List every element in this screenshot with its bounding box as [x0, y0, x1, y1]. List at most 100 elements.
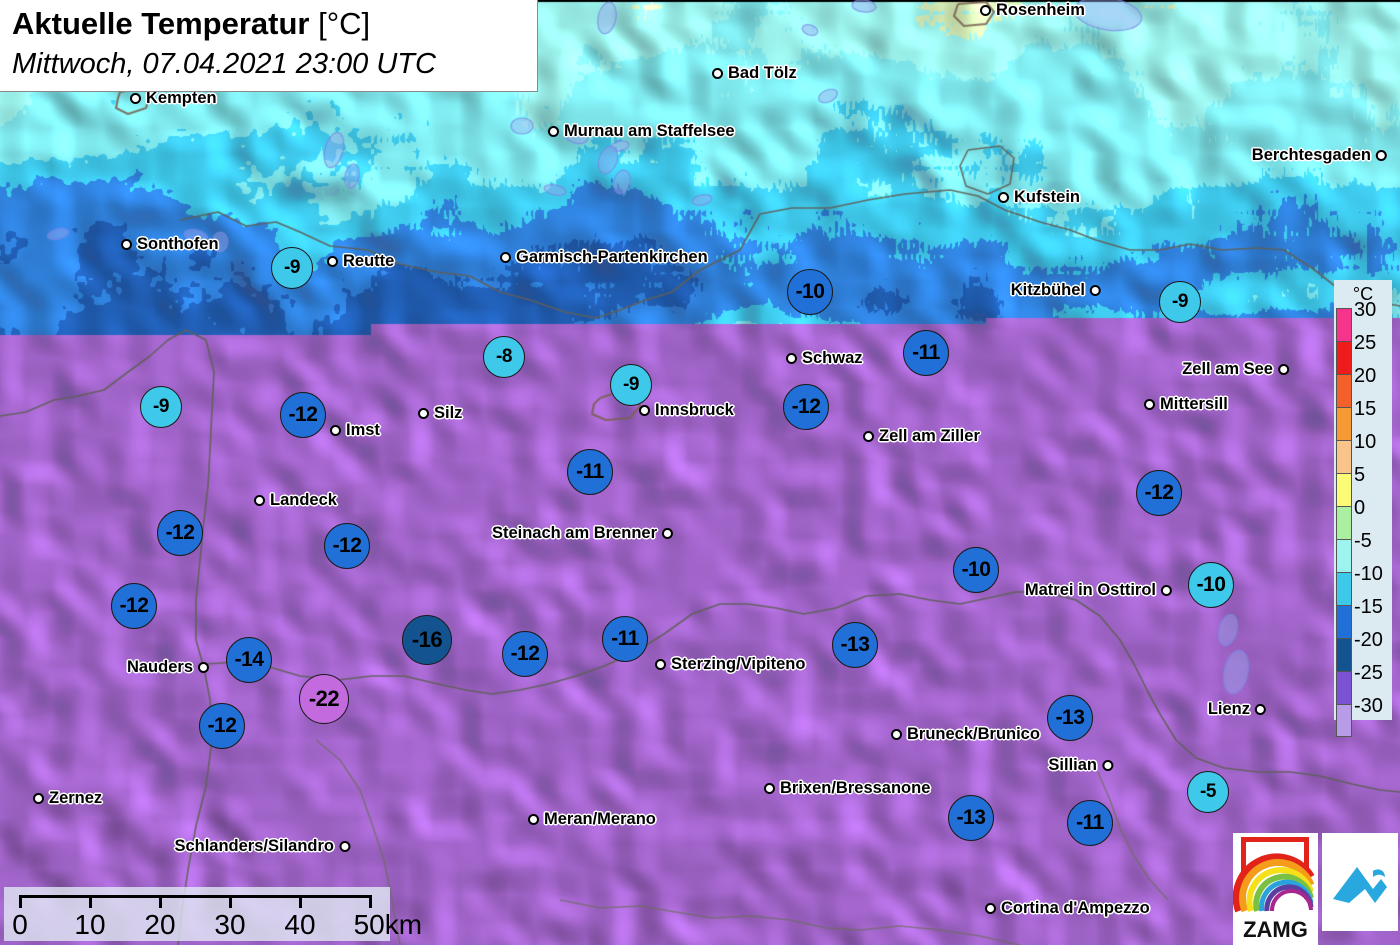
- city-label[interactable]: Landeck: [254, 491, 337, 510]
- city-marker-icon: [1144, 399, 1155, 410]
- city-label[interactable]: Kitzbühel: [1011, 281, 1101, 300]
- city-label[interactable]: Brixen/Bressanone: [764, 779, 930, 798]
- station-temperature-bubble[interactable]: -13: [1047, 695, 1093, 741]
- city-label[interactable]: Murnau am Staffelsee: [548, 122, 735, 141]
- city-label[interactable]: Silz: [418, 404, 462, 423]
- legend-row: -20: [1334, 630, 1392, 671]
- station-temperature-bubble[interactable]: -14: [226, 637, 272, 683]
- station-temperature-bubble[interactable]: -12: [324, 523, 370, 569]
- scale-bar-axis: [20, 895, 370, 898]
- station-temperature-bubble[interactable]: -12: [280, 392, 326, 438]
- page-title: Aktuelle Temperatur [°C]: [12, 4, 527, 44]
- station-temperature-bubble[interactable]: -13: [948, 795, 994, 841]
- legend-value-label: 0: [1354, 496, 1366, 519]
- scale-tick: [158, 895, 162, 908]
- station-temperature-bubble[interactable]: -11: [903, 330, 949, 376]
- city-name: Zell am Ziller: [879, 427, 980, 445]
- station-temperature-bubble[interactable]: -10: [1188, 562, 1234, 608]
- mountain-chevron-logo[interactable]: [1322, 833, 1398, 931]
- city-label[interactable]: Sillian: [1048, 756, 1113, 775]
- station-temperature-bubble[interactable]: -9: [610, 364, 652, 406]
- rainbow-icon: [1233, 853, 1315, 913]
- station-temperature-bubble[interactable]: -12: [157, 510, 203, 556]
- legend-value-label: -30: [1354, 694, 1383, 717]
- station-temperature-bubble[interactable]: -9: [271, 247, 313, 289]
- city-label[interactable]: Zell am Ziller: [863, 427, 980, 446]
- zamg-logo[interactable]: ZAMG: [1233, 833, 1318, 945]
- station-temperature-bubble[interactable]: -5: [1187, 771, 1229, 813]
- city-label[interactable]: Berchtesgaden: [1252, 146, 1387, 165]
- station-temperature-bubble[interactable]: -16: [402, 615, 452, 665]
- city-label[interactable]: Nauders: [127, 658, 209, 677]
- city-label[interactable]: Zell am See: [1182, 360, 1289, 379]
- station-temperature-bubble[interactable]: -9: [140, 386, 182, 428]
- legend-color-swatch: [1336, 671, 1352, 704]
- city-label[interactable]: Bruneck/Brunico: [891, 725, 1040, 744]
- city-label[interactable]: Kufstein: [998, 188, 1080, 207]
- station-temperature-bubble[interactable]: -13: [832, 622, 878, 668]
- station-temperature-bubble[interactable]: -10: [953, 547, 999, 593]
- city-label[interactable]: Rosenheim: [980, 1, 1085, 20]
- city-name: Silz: [434, 404, 463, 422]
- city-name: Bad Tölz: [728, 64, 797, 82]
- city-marker-icon: [418, 408, 429, 419]
- city-name: Brixen/Bressanone: [780, 779, 931, 797]
- city-marker-icon: [712, 68, 723, 79]
- station-temperature-bubble[interactable]: -22: [299, 674, 349, 724]
- station-temperature-bubble[interactable]: -11: [567, 449, 613, 495]
- scale-tick: [298, 895, 302, 908]
- city-label[interactable]: Meran/Merano: [528, 810, 656, 829]
- city-label[interactable]: Innsbruck: [639, 401, 734, 420]
- station-temperature-bubble[interactable]: -11: [602, 616, 648, 662]
- city-marker-icon: [130, 93, 141, 104]
- station-temperature-bubble[interactable]: -9: [1159, 281, 1201, 323]
- city-label[interactable]: Kempten: [130, 89, 217, 108]
- city-label[interactable]: Reutte: [327, 252, 394, 271]
- city-label[interactable]: Schlanders/Silandro: [174, 837, 350, 856]
- legend-color-swatch: [1336, 341, 1352, 374]
- station-temperature-bubble[interactable]: -8: [483, 336, 525, 378]
- city-label[interactable]: Sonthofen: [121, 235, 219, 254]
- station-temperature-bubble[interactable]: -12: [783, 384, 829, 430]
- city-label[interactable]: Matrei in Osttirol: [1025, 581, 1172, 600]
- legend-value-label: 20: [1354, 364, 1377, 387]
- station-temperature-bubble[interactable]: -12: [1136, 470, 1182, 516]
- city-label[interactable]: Sterzing/Vipiteno: [655, 655, 805, 674]
- city-label[interactable]: Steinach am Brenner: [492, 524, 673, 543]
- city-label[interactable]: Cortina d'Ampezzo: [985, 899, 1150, 918]
- city-marker-icon: [1090, 285, 1101, 296]
- legend-value-label: 15: [1354, 397, 1377, 420]
- city-name: Schlanders/Silandro: [174, 837, 334, 855]
- legend-rows: 30 25 20 15 10 5 0 -5 -10 -15 -20 -25 -30: [1334, 300, 1392, 737]
- legend-row: -15: [1334, 597, 1392, 638]
- station-temperature-bubble[interactable]: -10: [787, 269, 833, 315]
- legend-row: -25: [1334, 663, 1392, 704]
- scale-tick-label: 10: [74, 909, 106, 940]
- city-label[interactable]: Zernez: [33, 789, 102, 808]
- city-marker-icon: [985, 903, 996, 914]
- legend-color-swatch: [1336, 440, 1352, 473]
- city-label[interactable]: Lienz: [1208, 700, 1266, 719]
- city-marker-icon: [198, 662, 209, 673]
- station-temperature-bubble[interactable]: -12: [111, 583, 157, 629]
- city-name: Kitzbühel: [1010, 281, 1085, 299]
- city-label[interactable]: Mittersill: [1144, 395, 1228, 414]
- city-label[interactable]: Garmisch-Partenkirchen: [500, 248, 708, 267]
- city-label[interactable]: Bad Tölz: [712, 64, 797, 83]
- city-marker-icon: [254, 495, 265, 506]
- station-temperature-bubble[interactable]: -11: [1067, 800, 1113, 846]
- station-temperature-bubble[interactable]: -12: [502, 631, 548, 677]
- scale-tick-label: 40: [284, 909, 316, 940]
- logo-group: ZAMG: [1233, 833, 1398, 945]
- city-marker-icon: [662, 528, 673, 539]
- legend-row: 30: [1334, 300, 1392, 341]
- zamg-wordmark: ZAMG: [1243, 917, 1308, 942]
- city-label[interactable]: Schwaz: [786, 349, 863, 368]
- city-marker-icon: [327, 256, 338, 267]
- station-temperature-bubble[interactable]: -12: [199, 703, 245, 749]
- city-marker-icon: [1278, 364, 1289, 375]
- city-marker-icon: [639, 405, 650, 416]
- city-label[interactable]: Imst: [330, 421, 380, 440]
- legend-value-label: 30: [1354, 298, 1377, 321]
